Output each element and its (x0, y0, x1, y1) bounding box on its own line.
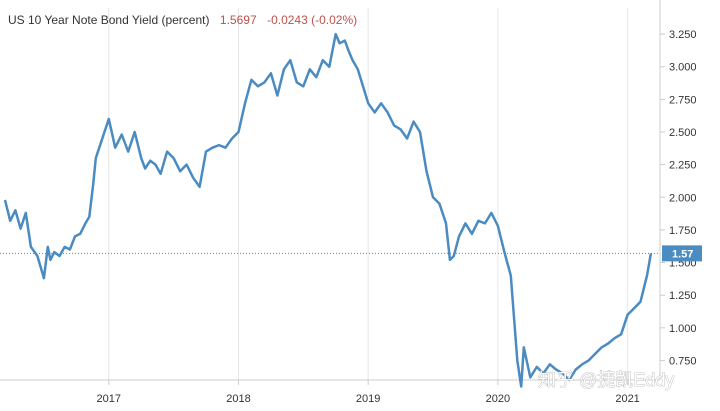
current-price: 1.5697 (220, 13, 257, 27)
y-tick-label-2.250: 2.250 (669, 160, 697, 172)
y-axis-ticks: 0.7501.0001.2501.5001.7502.0002.2502.500… (660, 29, 697, 367)
y-tick-label-2.000: 2.000 (669, 192, 697, 204)
grid (108, 8, 629, 380)
y-tick-label-3.250: 3.250 (669, 29, 697, 41)
y-tick-label-3.000: 3.000 (669, 62, 697, 74)
chart-title: US 10 Year Note Bond Yield (percent) (8, 13, 209, 27)
x-tick-label-2020: 2020 (486, 393, 510, 405)
y-tick-label-1.250: 1.250 (669, 290, 697, 302)
x-tick-label-2021: 2021 (615, 393, 639, 405)
x-tick-label-2019: 2019 (356, 393, 380, 405)
last-value-label: 1.57 (672, 248, 693, 260)
y-tick-label-0.750: 0.750 (669, 355, 697, 367)
series-line (3, 32, 653, 388)
header-line: US 10 Year Note Bond Yield (percent) 1.5… (8, 11, 357, 28)
chart-header: US 10 Year Note Bond Yield (percent) 1.5… (8, 11, 357, 28)
x-tick-label-2018: 2018 (226, 393, 250, 405)
price-change: -0.0243 (-0.02%) (267, 13, 357, 27)
x-axis-ticks: 2017 2018 2019 2020 2021 (97, 380, 640, 405)
last-value-badge: 1.57 (662, 245, 702, 262)
x-tick-label-2017: 2017 (97, 393, 121, 405)
y-tick-label-1.000: 1.000 (669, 323, 697, 335)
last-value-badge-box (662, 245, 702, 262)
watermark: 知乎 @捷凯Eddy (538, 370, 674, 390)
y-tick-label-1.750: 1.750 (669, 225, 697, 237)
y-tick-label-2.500: 2.500 (669, 127, 697, 139)
y-tick-label-2.750: 2.750 (669, 94, 697, 106)
